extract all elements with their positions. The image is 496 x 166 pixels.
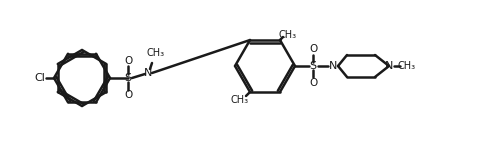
Text: S: S	[310, 61, 316, 71]
Text: N: N	[329, 61, 337, 71]
Text: N: N	[385, 61, 393, 71]
Text: S: S	[124, 73, 131, 83]
Text: N: N	[144, 68, 152, 78]
Text: CH₃: CH₃	[147, 48, 165, 58]
Text: O: O	[309, 78, 317, 88]
Text: O: O	[124, 90, 132, 100]
Text: Cl: Cl	[35, 73, 46, 83]
Text: O: O	[124, 56, 132, 66]
Text: CH₃: CH₃	[279, 30, 297, 40]
Text: O: O	[309, 44, 317, 54]
Text: CH₃: CH₃	[398, 61, 416, 71]
Text: CH₃: CH₃	[231, 95, 249, 105]
